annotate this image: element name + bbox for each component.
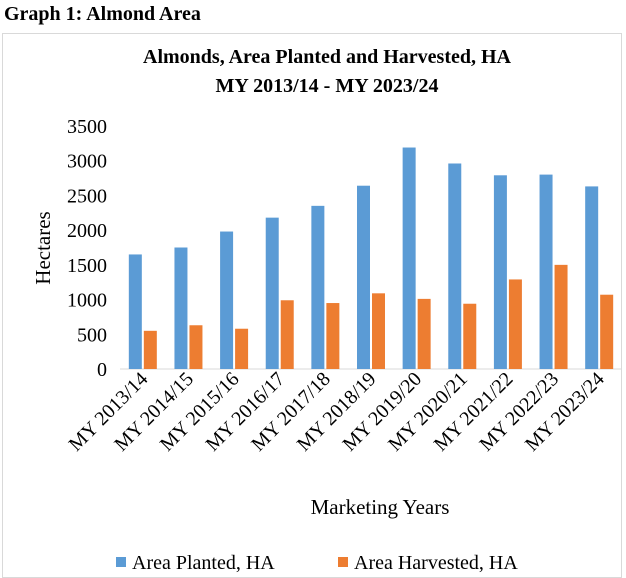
graph-heading: Graph 1: Almond Area — [4, 3, 201, 25]
bar-area-harvested — [143, 330, 157, 369]
bar-area-planted — [493, 175, 507, 369]
y-tick-label: 500 — [77, 324, 107, 346]
y-tick-label: 3500 — [67, 116, 107, 138]
legend-label: Area Harvested, HA — [354, 552, 518, 574]
bar-area-planted — [174, 247, 188, 369]
bar-area-planted — [402, 147, 416, 369]
x-axis-label: Marketing Years — [311, 495, 450, 519]
y-tick-label: 2000 — [67, 220, 107, 242]
legend-swatch — [338, 557, 348, 567]
y-tick-label: 3000 — [67, 151, 107, 173]
y-tick-label: 1000 — [67, 290, 107, 312]
bars — [128, 147, 614, 369]
bar-area-harvested — [235, 328, 249, 369]
chart-title-line-1: Almonds, Area Planted and Harvested, HA — [143, 46, 512, 68]
bar-area-harvested — [508, 279, 522, 369]
bar-area-harvested — [326, 303, 340, 369]
chart-title-line-2: MY 2013/14 - MY 2023/24 — [216, 75, 439, 97]
bar-area-planted — [128, 254, 142, 369]
bar-area-planted — [311, 205, 325, 369]
bar-area-harvested — [189, 325, 203, 369]
bar-area-harvested — [372, 293, 385, 369]
bar-area-planted — [585, 186, 599, 369]
legend: Area Planted, HA Area Harvested, HA — [116, 552, 518, 574]
y-axis-ticks: 0 500 1000 1500 2000 2500 3000 3500 — [67, 116, 107, 381]
bar-area-harvested — [417, 298, 431, 369]
legend-label: Area Planted, HA — [132, 552, 275, 574]
y-tick-label: 1500 — [67, 255, 107, 277]
bar-area-harvested — [463, 303, 477, 369]
bar-area-harvested — [280, 300, 294, 369]
bar-area-planted — [357, 185, 370, 369]
y-tick-label: 2500 — [67, 185, 107, 207]
bar-area-planted — [265, 217, 279, 369]
y-tick-label: 0 — [97, 359, 107, 381]
bar-area-planted — [448, 163, 462, 369]
bar-area-planted — [539, 174, 553, 369]
legend-swatch — [116, 557, 126, 567]
y-axis-label: Hectares — [31, 211, 55, 284]
bar-area-harvested — [554, 264, 568, 369]
bar-area-planted — [220, 231, 234, 369]
bar-area-harvested — [600, 294, 614, 369]
